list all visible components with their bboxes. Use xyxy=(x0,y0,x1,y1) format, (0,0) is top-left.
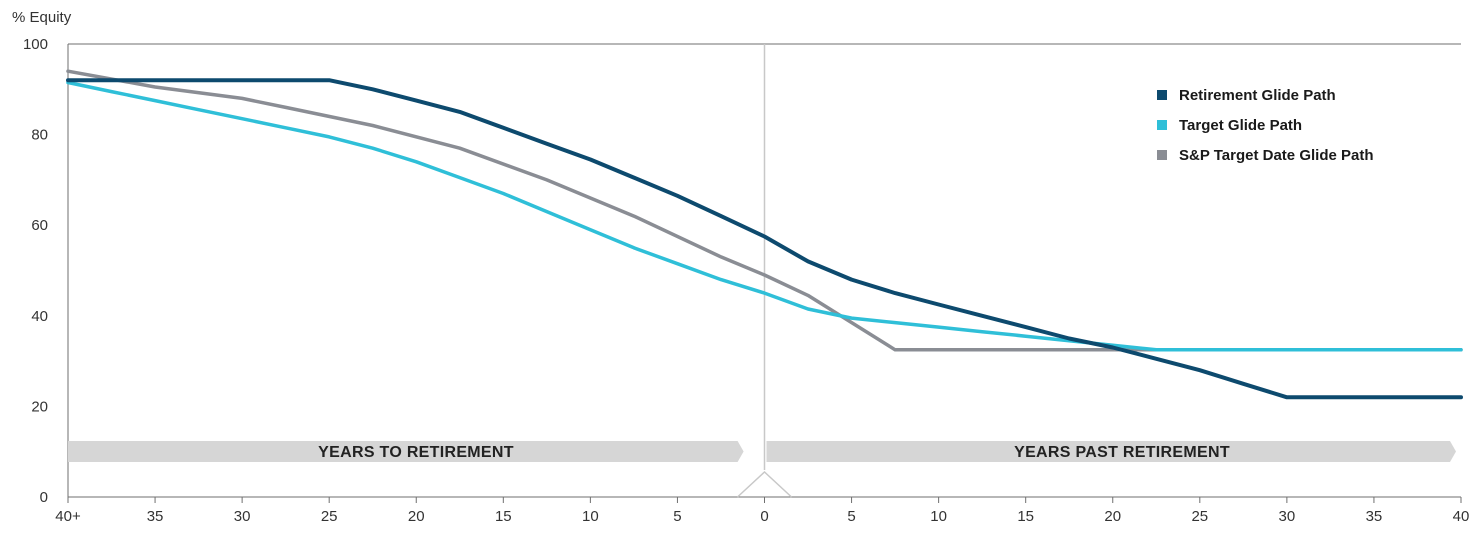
series-line-sandp-target-date-glide-path xyxy=(66,69,1463,352)
x-tick-label: 30 xyxy=(1279,508,1296,525)
y-tick-label: 0 xyxy=(40,489,48,506)
y-tick-label: 80 xyxy=(31,127,48,144)
legend-label-target-glide-path: Target Glide Path xyxy=(1179,117,1302,134)
legend-swatch-target-glide-path xyxy=(1157,120,1167,130)
y-tick-label: 60 xyxy=(31,217,48,234)
retirement-divider-wedge xyxy=(736,470,793,498)
series-lines xyxy=(66,69,1463,400)
band-years-past-retirement: YEARS PAST RETIREMENT xyxy=(1014,444,1230,461)
x-tick-label: 40 xyxy=(1453,508,1470,525)
legend: Retirement Glide Path Target Glide Path S&… xyxy=(1157,87,1374,164)
y-tick-label: 40 xyxy=(31,308,48,325)
band-right-arrow xyxy=(766,441,1456,462)
y-tick-label: 100 xyxy=(23,36,48,53)
legend-label-retirement-glide-path: Retirement Glide Path xyxy=(1179,87,1336,104)
band-left-arrow xyxy=(68,441,744,462)
y-tick-label: 20 xyxy=(31,398,48,415)
legend-swatch-sandp-target-date-glide-path xyxy=(1157,150,1167,160)
x-tick-label: 20 xyxy=(1104,508,1121,525)
legend-swatch-retirement-glide-path xyxy=(1157,90,1167,100)
retirement-bands: YEARS TO RETIREMENT YEARS PAST RETIREMEN… xyxy=(68,441,1456,462)
x-tick-label: 0 xyxy=(760,508,768,525)
x-tick-label: 35 xyxy=(1366,508,1383,525)
series-line-target-glide-path xyxy=(66,80,1463,352)
x-tick-label: 25 xyxy=(321,508,338,525)
x-tick-label: 5 xyxy=(673,508,681,525)
x-tick-label: 5 xyxy=(847,508,855,525)
x-tick-label: 10 xyxy=(582,508,599,525)
x-tick-label: 30 xyxy=(234,508,251,525)
x-tick-label: 10 xyxy=(930,508,947,525)
x-tick-label: 15 xyxy=(495,508,512,525)
series-line-retirement-glide-path xyxy=(66,78,1463,400)
y-axis-label: % Equity xyxy=(12,9,72,26)
x-tick-label: 35 xyxy=(147,508,164,525)
legend-label-sandp-target-date-glide-path: S&P Target Date Glide Path xyxy=(1179,147,1374,164)
band-years-to-retirement: YEARS TO RETIREMENT xyxy=(318,444,514,461)
x-tick-label: 40+ xyxy=(55,508,81,525)
x-tick-label: 25 xyxy=(1191,508,1208,525)
axes: 0 20 40 60 80 100 40+ 35 30 25 20 15 10 5 0 5 10 15 20 25 30… xyxy=(23,36,1469,525)
x-tick-label: 20 xyxy=(408,508,425,525)
x-tick-label: 15 xyxy=(1017,508,1034,525)
